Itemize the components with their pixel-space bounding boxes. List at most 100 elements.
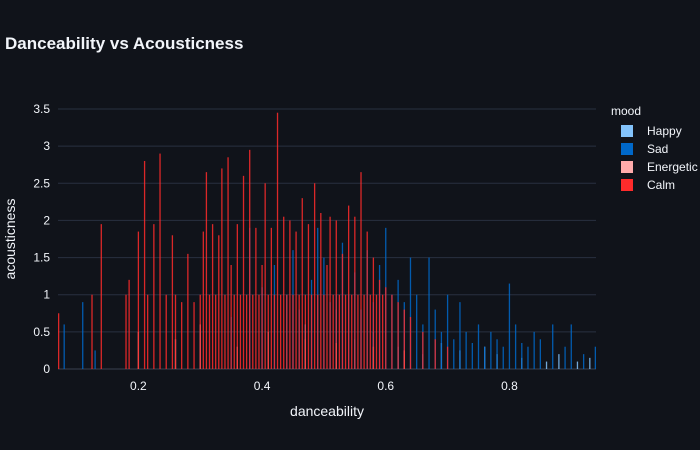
bar-sad [490, 331, 492, 369]
bar-calm [397, 302, 399, 369]
bar-calm [193, 302, 195, 369]
bar-calm [208, 294, 211, 369]
bar-calm [252, 294, 254, 369]
bar-calm [100, 224, 102, 369]
bar-calm [187, 253, 189, 369]
bar-calm [125, 294, 127, 369]
bar-calm [298, 294, 300, 369]
bar-calm [279, 294, 282, 369]
legend-title: mood [611, 104, 641, 118]
bar-calm [270, 227, 272, 369]
bar-calm [403, 309, 405, 369]
bar-sad [527, 346, 529, 369]
bar-calm [261, 265, 263, 369]
bar-calm [165, 294, 167, 369]
bar-calm [283, 216, 285, 369]
y-tick-label: 2 [43, 213, 50, 227]
bar-calm [215, 294, 217, 369]
bar-calm [369, 294, 371, 369]
bar-sad [94, 350, 96, 369]
bar-calm [335, 220, 337, 369]
legend: mood Happy Sad Energetic Calm [611, 104, 698, 192]
bar-calm [91, 294, 93, 369]
x-tick-label: 0.6 [377, 379, 394, 393]
bar-calm [304, 294, 307, 369]
legend-swatch-calm[interactable] [621, 179, 633, 191]
bar-calm [276, 112, 279, 369]
y-tick-label: 3.5 [33, 102, 50, 116]
y-tick-label: 2.5 [33, 176, 50, 190]
legend-swatch-energetic[interactable] [621, 161, 633, 173]
bar-calm [317, 294, 319, 369]
bar-calm [332, 294, 334, 369]
y-axis-title: acousticness [2, 199, 18, 280]
bar-calm [174, 294, 177, 369]
bar-sad [440, 331, 443, 369]
bar-sad [82, 302, 84, 369]
bar-calm [344, 294, 347, 369]
bar-calm [273, 294, 276, 369]
legend-item-happy[interactable]: Happy [647, 124, 682, 138]
bar-calm [171, 235, 174, 369]
bar-calm [422, 331, 424, 369]
bar-sad [477, 324, 480, 369]
bar-calm [382, 294, 384, 369]
bar-calm [153, 224, 155, 369]
bar-sad [465, 331, 467, 369]
bar-calm [391, 294, 393, 369]
bar-calm [143, 161, 146, 369]
bar-calm [286, 294, 288, 369]
bar-calm [320, 213, 322, 369]
bar-sad [521, 343, 523, 369]
bar-calm [221, 168, 223, 369]
bar-calm [159, 153, 161, 369]
bar-calm [199, 294, 201, 369]
bar-calm [329, 216, 331, 369]
bar-sad [570, 324, 572, 369]
bar-calm [301, 198, 303, 369]
bar-calm [245, 294, 248, 369]
bar-sad [484, 346, 486, 369]
bar-sad [502, 346, 504, 369]
y-tick-label: 1 [43, 288, 50, 302]
legend-item-calm[interactable]: Calm [647, 178, 675, 192]
bar-calm [338, 294, 341, 369]
bar-calm [58, 313, 60, 369]
bar-calm [267, 294, 269, 369]
legend-item-energetic[interactable]: Energetic [647, 160, 698, 174]
legend-swatch-happy[interactable] [621, 125, 633, 137]
x-axis-ticks: 0.2 0.4 0.6 0.8 [130, 379, 518, 393]
bar-calm [264, 183, 266, 369]
bar-calm [211, 224, 214, 369]
bar-calm [307, 224, 310, 369]
legend-swatch-sad[interactable] [621, 143, 633, 155]
bar-calm [341, 253, 344, 369]
bar-calm [236, 224, 238, 369]
bar-sad [416, 294, 418, 369]
x-tick-label: 0.4 [254, 379, 271, 393]
y-tick-label: 1.5 [33, 251, 50, 265]
bar-calm [446, 346, 449, 369]
y-axis-ticks: 0 0.5 1 1.5 2 2.5 3 3.5 [33, 102, 50, 376]
bar-calm [385, 287, 387, 369]
bar-calm [218, 235, 220, 369]
bar-sad [453, 339, 455, 369]
bar-sad [496, 339, 498, 369]
bar-calm [357, 294, 359, 369]
bar-happy [576, 361, 579, 369]
bar-calm [372, 257, 375, 369]
bar-sad [533, 331, 535, 369]
bar-sad [564, 346, 566, 369]
bar-calm [409, 317, 412, 369]
bar-calm [347, 205, 350, 369]
bar-calm [434, 339, 436, 369]
legend-item-sad[interactable]: Sad [647, 142, 668, 156]
bar-calm [354, 216, 356, 369]
bar-sad [539, 339, 541, 369]
bar-sad [594, 346, 596, 369]
bar-calm [313, 183, 316, 369]
bar-calm [323, 294, 325, 369]
bar-calm [230, 265, 232, 369]
bar-sad [508, 283, 511, 369]
bar-calm [224, 294, 226, 369]
